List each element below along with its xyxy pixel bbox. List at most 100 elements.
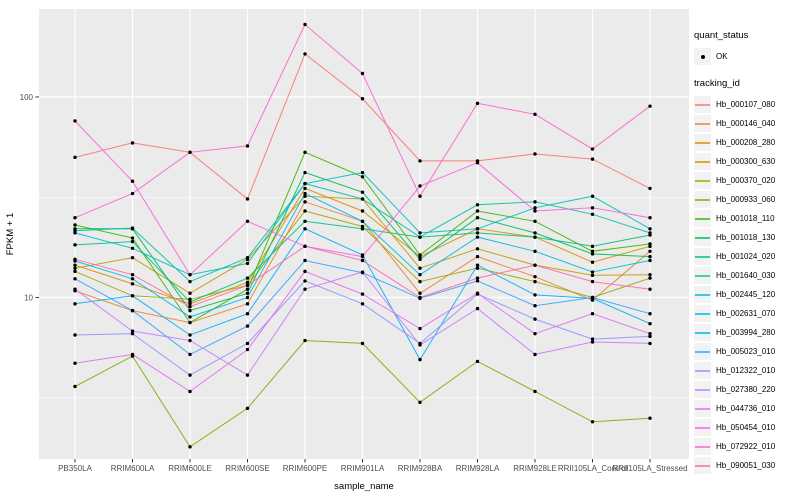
data-point [533, 200, 537, 204]
data-point [533, 293, 537, 297]
data-point [648, 186, 652, 191]
data-point [590, 212, 595, 216]
line-swatch [695, 331, 710, 334]
data-point [648, 416, 652, 420]
data-point [648, 272, 652, 277]
legend-item-Hb_001640_030: Hb_001640_030 [694, 266, 798, 285]
legend-item-Hb_001024_020: Hb_001024_020 [694, 247, 798, 266]
data-point [303, 279, 307, 283]
legend-item-Hb_002445_120: Hb_002445_120 [694, 285, 798, 304]
data-point [590, 279, 595, 284]
data-point [533, 331, 537, 336]
line-swatch [695, 255, 710, 258]
line-swatch [695, 274, 710, 277]
data-point [533, 235, 537, 239]
line-key-icon [694, 267, 711, 284]
data-point [533, 317, 537, 321]
data-point [360, 190, 365, 194]
x-tick-label: RRIM600SE [225, 464, 269, 473]
data-point [303, 227, 307, 231]
legend-item-Hb_000208_280: Hb_000208_280 [694, 133, 798, 152]
line-key-icon [694, 248, 711, 265]
data-point [533, 274, 537, 279]
legend-item-Hb_003994_280: Hb_003994_280 [694, 323, 798, 342]
data-point [130, 255, 135, 260]
legend-item-label: Hb_002631_070 [716, 309, 776, 318]
data-point [130, 352, 135, 357]
data-point [475, 209, 480, 213]
data-point [188, 308, 192, 313]
data-point [130, 191, 135, 196]
data-point [590, 244, 595, 249]
data-point [303, 181, 307, 186]
data-point [648, 244, 652, 249]
line-key-icon [694, 96, 711, 113]
y-tick-labels: 100 10 [20, 93, 34, 302]
data-point [418, 194, 422, 198]
data-point [303, 170, 307, 175]
data-point [475, 231, 480, 235]
tracking-id-items: Hb_000107_080 Hb_000146_040 Hb_000208_280 H… [694, 95, 798, 475]
data-point [648, 227, 652, 231]
data-point [475, 359, 480, 364]
data-point [648, 312, 652, 316]
data-point [245, 302, 250, 306]
data-point [418, 253, 422, 257]
data-point [188, 333, 192, 337]
data-point [73, 333, 77, 337]
data-point [73, 223, 77, 227]
legend-item-label: Hb_001024_020 [716, 252, 776, 261]
line-swatch [695, 388, 710, 391]
legend-item-Hb_027380_220: Hb_027380_220 [694, 380, 798, 399]
data-point [130, 329, 135, 333]
data-point [245, 295, 250, 300]
line-key-icon [694, 134, 711, 151]
data-point [475, 227, 480, 231]
data-point [475, 291, 480, 295]
legend-item-Hb_050454_010: Hb_050454_010 [694, 418, 798, 437]
data-point [245, 287, 250, 291]
data-point [303, 150, 307, 154]
data-point [475, 254, 480, 259]
data-point [245, 312, 250, 316]
data-point [73, 269, 77, 274]
legend-item-label: Hb_050454_010 [716, 423, 776, 432]
data-point [360, 219, 365, 223]
line-swatch [695, 160, 710, 163]
legend-title-quant-status: quant_status [694, 30, 749, 41]
data-point [590, 295, 595, 300]
legend-item-Hb_000933_060: Hb_000933_060 [694, 190, 798, 209]
y-tick-label: 100 [20, 93, 34, 102]
data-point [533, 279, 537, 284]
data-point [245, 197, 250, 201]
line-swatch [695, 464, 710, 467]
data-point [590, 157, 595, 161]
data-point [475, 247, 480, 251]
data-point [533, 206, 537, 210]
data-point [533, 112, 537, 116]
data-point [245, 341, 250, 346]
data-point [475, 216, 480, 220]
data-point [245, 144, 250, 148]
line-swatch [695, 141, 710, 144]
legend-item-Hb_000300_630: Hb_000300_630 [694, 152, 798, 171]
legend-item-label: OK [716, 52, 728, 61]
data-point [245, 347, 250, 352]
line-key-icon [694, 286, 711, 303]
legend-item-label: Hb_044736_010 [716, 404, 776, 413]
data-point [418, 400, 422, 405]
data-point [188, 272, 192, 277]
data-point [533, 152, 537, 156]
legend-item-label: Hb_005023_010 [716, 347, 776, 356]
data-point [245, 219, 250, 223]
x-tick-label: RRIM928BA [398, 464, 443, 473]
legend-item-Hb_012322_010: Hb_012322_010 [694, 361, 798, 380]
legend-item-Hb_000107_080: Hb_000107_080 [694, 95, 798, 114]
line-key-icon [694, 324, 711, 341]
x-tick-label: RRIM928LA [456, 464, 500, 473]
y-tick-label: 10 [24, 293, 33, 302]
data-point [303, 209, 307, 213]
data-point [590, 337, 595, 341]
data-point [590, 252, 595, 256]
data-point [648, 242, 652, 246]
